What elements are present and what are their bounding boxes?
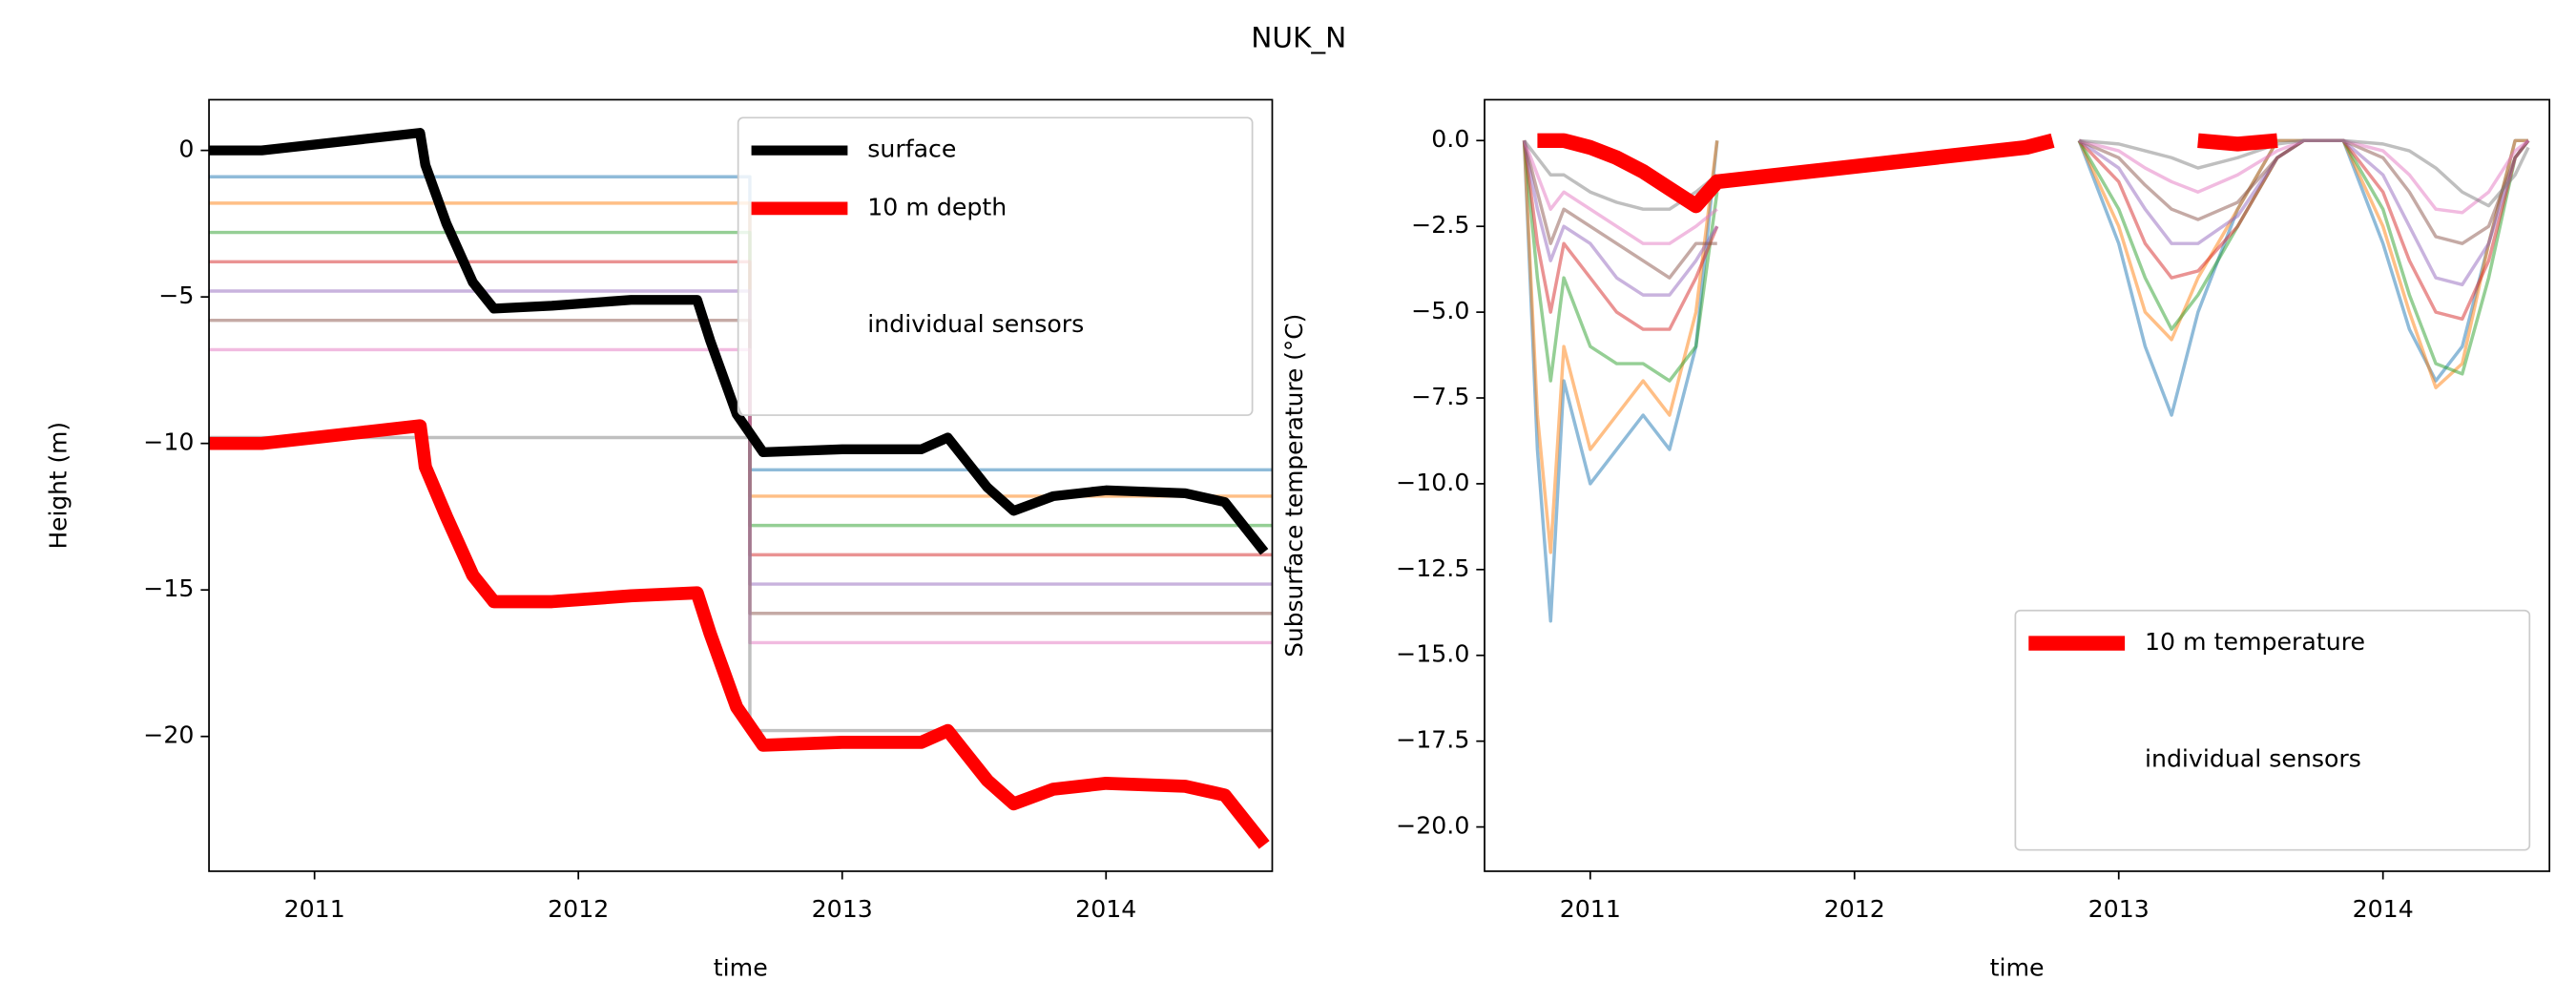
y-tick-label: −5.0	[1411, 297, 1469, 324]
x-tick-label: 2012	[1824, 895, 1885, 923]
legend-label: individual sensors	[2145, 745, 2361, 773]
y-axis-label: Height (m)	[44, 422, 72, 550]
y-axis-label: Subsurface temperature (°C)	[1280, 314, 1308, 658]
x-tick-label: 2012	[548, 895, 609, 923]
legend-label: individual sensors	[867, 310, 1084, 338]
x-axis-label: time	[714, 954, 768, 982]
y-tick-label: −15	[143, 574, 194, 602]
series-line	[209, 419, 1270, 849]
y-tick-label: −15.0	[1396, 640, 1469, 668]
y-tick-label: −7.5	[1411, 383, 1469, 410]
y-tick-label: −5	[158, 282, 194, 309]
series-line	[1537, 133, 2278, 214]
y-tick-label: −2.5	[1411, 211, 1469, 239]
legend-box	[2014, 609, 2531, 851]
y-tick-label: 0	[178, 136, 194, 163]
legend-label: 10 m temperature	[2145, 628, 2365, 656]
sensor-line	[1522, 138, 2530, 383]
x-tick-label: 2013	[2088, 895, 2150, 923]
x-axis-label: time	[1990, 954, 2045, 982]
figure-title: NUK_N	[1251, 22, 1346, 54]
sensor-line	[1522, 138, 2530, 280]
legend-label: surface	[867, 136, 956, 163]
plot-frame	[1484, 98, 2551, 872]
y-tick-label: −17.5	[1396, 726, 1469, 754]
plot-frame	[208, 98, 1274, 872]
x-tick-label: 2014	[1075, 895, 1136, 923]
legend-box	[737, 116, 1254, 416]
y-tick-label: −10	[143, 428, 194, 456]
x-tick-label: 2013	[812, 895, 873, 923]
sensor-line	[209, 435, 1273, 733]
x-tick-label: 2014	[2353, 895, 2414, 923]
y-tick-label: −20	[143, 721, 194, 749]
y-tick-label: 0.0	[1431, 125, 1469, 153]
legend-label: 10 m depth	[867, 194, 1007, 221]
y-tick-label: −20.0	[1396, 812, 1469, 840]
y-tick-label: −10.0	[1396, 469, 1469, 496]
series-line	[209, 128, 1269, 555]
x-tick-label: 2011	[284, 895, 345, 923]
x-tick-label: 2011	[1560, 895, 1621, 923]
y-tick-label: −12.5	[1396, 554, 1469, 582]
